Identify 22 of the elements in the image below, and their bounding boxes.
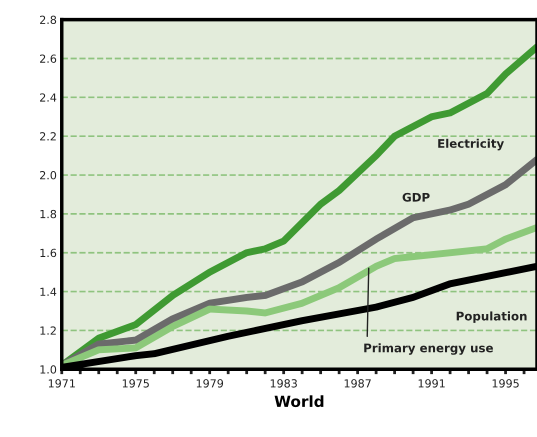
x-tick-label: 1971 xyxy=(48,379,75,388)
x-tick-label: 1979 xyxy=(196,379,224,388)
x-tick-label: 1991 xyxy=(418,379,445,388)
x-tick-label: 1987 xyxy=(344,379,371,388)
y-tick-label: 2.2 xyxy=(40,132,56,140)
y-tick-label: 1.4 xyxy=(40,288,56,296)
annotation: Electricity xyxy=(438,138,504,150)
x-tick-label: 1975 xyxy=(122,379,149,388)
y-tick-label: 1.0 xyxy=(40,365,56,374)
y-tick-label: 2.4 xyxy=(40,93,56,102)
y-tick-label: 1.6 xyxy=(40,248,56,258)
x-tick-label: 1995 xyxy=(492,379,519,388)
y-tick-label: 2.8 xyxy=(40,16,56,24)
annotation: Primary energy use xyxy=(364,343,493,355)
y-tick-label: 2.0 xyxy=(40,171,56,180)
y-tick-label: 1.8 xyxy=(40,210,56,218)
y-tick-label: 1.2 xyxy=(40,326,56,335)
annotation: Population xyxy=(456,311,527,323)
x-axis-title: World xyxy=(274,395,324,408)
x-tick-label: 1983 xyxy=(270,379,297,388)
y-tick-label: 2.6 xyxy=(40,54,56,63)
annotation: GDP xyxy=(402,192,430,202)
